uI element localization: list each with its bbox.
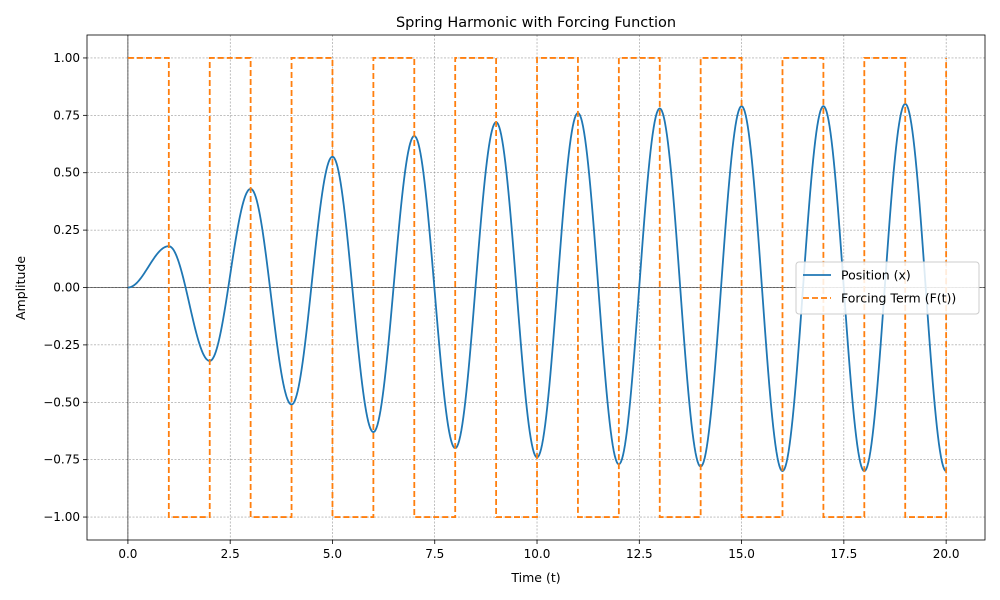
x-tick-label-2: 5.0 bbox=[323, 547, 342, 561]
y-axis-label: Amplitude bbox=[13, 256, 28, 320]
y-tick-label-5: 0.25 bbox=[53, 223, 80, 237]
x-tick-label-4: 10.0 bbox=[524, 547, 551, 561]
x-ticks: 0.0 2.5 5.0 7.5 10.0 12.5 15.0 17.5 20.0 bbox=[118, 540, 959, 561]
x-tick-label-0: 0.0 bbox=[118, 547, 137, 561]
y-tick-label-0: −1.00 bbox=[43, 510, 80, 524]
legend-label-forcing: Forcing Term (F(t)) bbox=[841, 291, 956, 306]
y-tick-label-4: 0.00 bbox=[53, 281, 80, 295]
chart-title: Spring Harmonic with Forcing Function bbox=[396, 15, 676, 31]
x-tick-label-5: 12.5 bbox=[626, 547, 653, 561]
y-tick-label-8: 1.00 bbox=[53, 51, 80, 65]
x-axis-label: Time (t) bbox=[510, 570, 560, 585]
y-tick-label-3: −0.25 bbox=[43, 338, 80, 352]
y-tick-label-6: 0.50 bbox=[53, 166, 80, 180]
x-tick-label-6: 15.0 bbox=[728, 547, 755, 561]
legend-label-position: Position (x) bbox=[841, 268, 911, 283]
y-tick-label-2: −0.50 bbox=[43, 395, 80, 409]
y-ticks: −1.00 −0.75 −0.50 −0.25 0.00 0.25 0.50 0.75 1.00 bbox=[43, 51, 87, 524]
y-tick-label-1: −0.75 bbox=[43, 453, 80, 467]
y-tick-label-7: 0.75 bbox=[53, 108, 80, 122]
plot-lines bbox=[127, 57, 948, 518]
x-tick-label-7: 17.5 bbox=[830, 547, 857, 561]
x-tick-label-1: 2.5 bbox=[221, 547, 240, 561]
legend-box bbox=[795, 261, 980, 315]
x-tick-label-3: 7.5 bbox=[425, 547, 444, 561]
series-forcing-line bbox=[127, 57, 948, 518]
x-tick-label-8: 20.0 bbox=[933, 547, 960, 561]
legend: Position (x) Forcing Term (F(t)) bbox=[795, 261, 980, 315]
